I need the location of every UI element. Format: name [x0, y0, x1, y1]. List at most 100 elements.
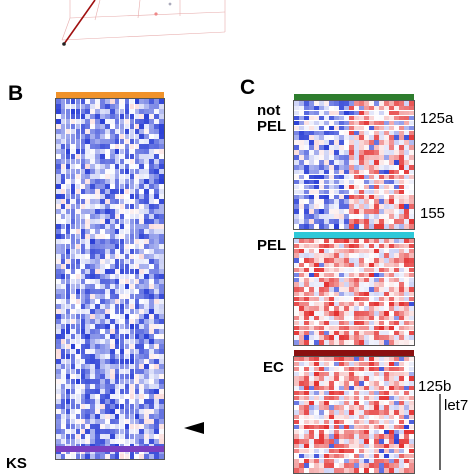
- heatmap-cell: [349, 366, 354, 372]
- heatmap-cell: [394, 400, 399, 405]
- heatmap-cell: [374, 316, 379, 321]
- heatmap-cell: [399, 458, 404, 463]
- heatmap-cell: [100, 349, 105, 354]
- heatmap-cell: [129, 339, 135, 344]
- heatmap-cell: [399, 140, 404, 145]
- heatmap-cell: [85, 319, 90, 324]
- heatmap-cell: [110, 104, 115, 109]
- heatmap-cell: [299, 400, 304, 405]
- heatmap-cell: [304, 439, 309, 444]
- heatmap-cell: [409, 458, 414, 463]
- heatmap-cell: [56, 194, 61, 199]
- heatmap-cell: [95, 99, 100, 104]
- heatmap-cell: [339, 316, 344, 321]
- heatmap-cell: [80, 409, 86, 414]
- heatmap-cell: [309, 145, 314, 150]
- heatmap-cell: [70, 379, 76, 384]
- heatmap-cell: [304, 330, 309, 335]
- heatmap-cell: [144, 104, 149, 109]
- heatmap-cell: [139, 324, 144, 329]
- heatmap-cell: [384, 110, 389, 116]
- heatmap-cell: [369, 189, 374, 195]
- heatmap-cell: [309, 296, 314, 302]
- heatmap-cell: [139, 99, 144, 104]
- heatmap-cell: [90, 249, 95, 254]
- heatmap-cell: [389, 410, 394, 415]
- heatmap-cell: [105, 194, 110, 199]
- heatmap-cell: [404, 424, 409, 430]
- heatmap-cell: [134, 274, 140, 279]
- heatmap-cell: [409, 120, 414, 126]
- heatmap-cell: [384, 204, 389, 209]
- heatmap-cell: [409, 410, 414, 415]
- heatmap-cell: [319, 253, 324, 258]
- heatmap-cell: [159, 159, 164, 164]
- heatmap-cell: [60, 359, 66, 364]
- heatmap-cell: [349, 101, 354, 106]
- heatmap-cell: [119, 289, 125, 294]
- heatmap-cell: [70, 319, 76, 324]
- heatmap-cell: [90, 264, 95, 269]
- heatmap-cell: [149, 164, 154, 169]
- heatmap-cell: [134, 439, 140, 444]
- heatmap-cell: [60, 309, 66, 314]
- heatmap-cell: [149, 274, 154, 279]
- heatmap-cell: [409, 204, 414, 209]
- heatmap-cell: [354, 448, 359, 454]
- heatmap-cell: [359, 130, 364, 136]
- heatmap-cell: [399, 453, 404, 459]
- heatmap-cell: [409, 194, 414, 200]
- heatmap-cell: [124, 299, 130, 304]
- heatmap-cell: [85, 239, 90, 244]
- heatmap-cell: [304, 194, 309, 200]
- heatmap-cell: [369, 357, 374, 362]
- heatmap-cell: [399, 330, 404, 335]
- heatmap-cell: [75, 144, 81, 149]
- heatmap-cell: [100, 109, 105, 114]
- heatmap-cell: [95, 104, 100, 109]
- heatmap-cell: [65, 304, 71, 309]
- heatmap-cell: [124, 394, 130, 399]
- heatmap-cell: [354, 263, 359, 268]
- heatmap-cell: [394, 306, 399, 311]
- heatmap-cell: [319, 340, 324, 345]
- heatmap-cell: [299, 115, 304, 121]
- heatmap-cell: [394, 376, 399, 381]
- heatmap-cell: [139, 309, 144, 314]
- heatmap-cell: [344, 140, 349, 145]
- heatmap-cell: [379, 110, 384, 116]
- heatmap-cell: [154, 219, 159, 224]
- heatmap-cell: [309, 366, 314, 372]
- heatmap-cell: [129, 419, 135, 424]
- heatmap-cell: [60, 389, 66, 394]
- heatmap-cell: [339, 239, 344, 244]
- heatmap-cell: [364, 184, 369, 190]
- heatmap-cell: [344, 209, 349, 214]
- heatmap-cell: [60, 374, 66, 379]
- heatmap-cell: [159, 239, 164, 244]
- heatmap-cell: [394, 330, 399, 335]
- heatmap-cell: [80, 144, 86, 149]
- heatmap-cell: [100, 234, 105, 239]
- heatmap-cell: [354, 390, 359, 396]
- heatmap-cell: [80, 329, 86, 334]
- heatmap-cell: [309, 371, 314, 376]
- heatmap-cell: [384, 415, 389, 420]
- heatmap-cell: [389, 140, 394, 145]
- heatmap-cell: [374, 458, 379, 463]
- heatmap-cell: [364, 439, 369, 444]
- heatmap-cell: [159, 434, 164, 439]
- heatmap-cell: [149, 244, 154, 249]
- heatmap-cell: [90, 144, 95, 149]
- heatmap-cell: [114, 454, 120, 459]
- heatmap-cell: [114, 274, 120, 279]
- heatmap-cell: [304, 301, 309, 307]
- heatmap-cell: [384, 239, 389, 244]
- heatmap-cell: [80, 159, 86, 164]
- heatmap-cell: [339, 248, 344, 254]
- heatmap-cell: [149, 129, 154, 134]
- heatmap-cell: [384, 424, 389, 430]
- heatmap-cell: [124, 414, 130, 419]
- heatmap-cell: [309, 381, 314, 386]
- heatmap-cell: [364, 434, 369, 439]
